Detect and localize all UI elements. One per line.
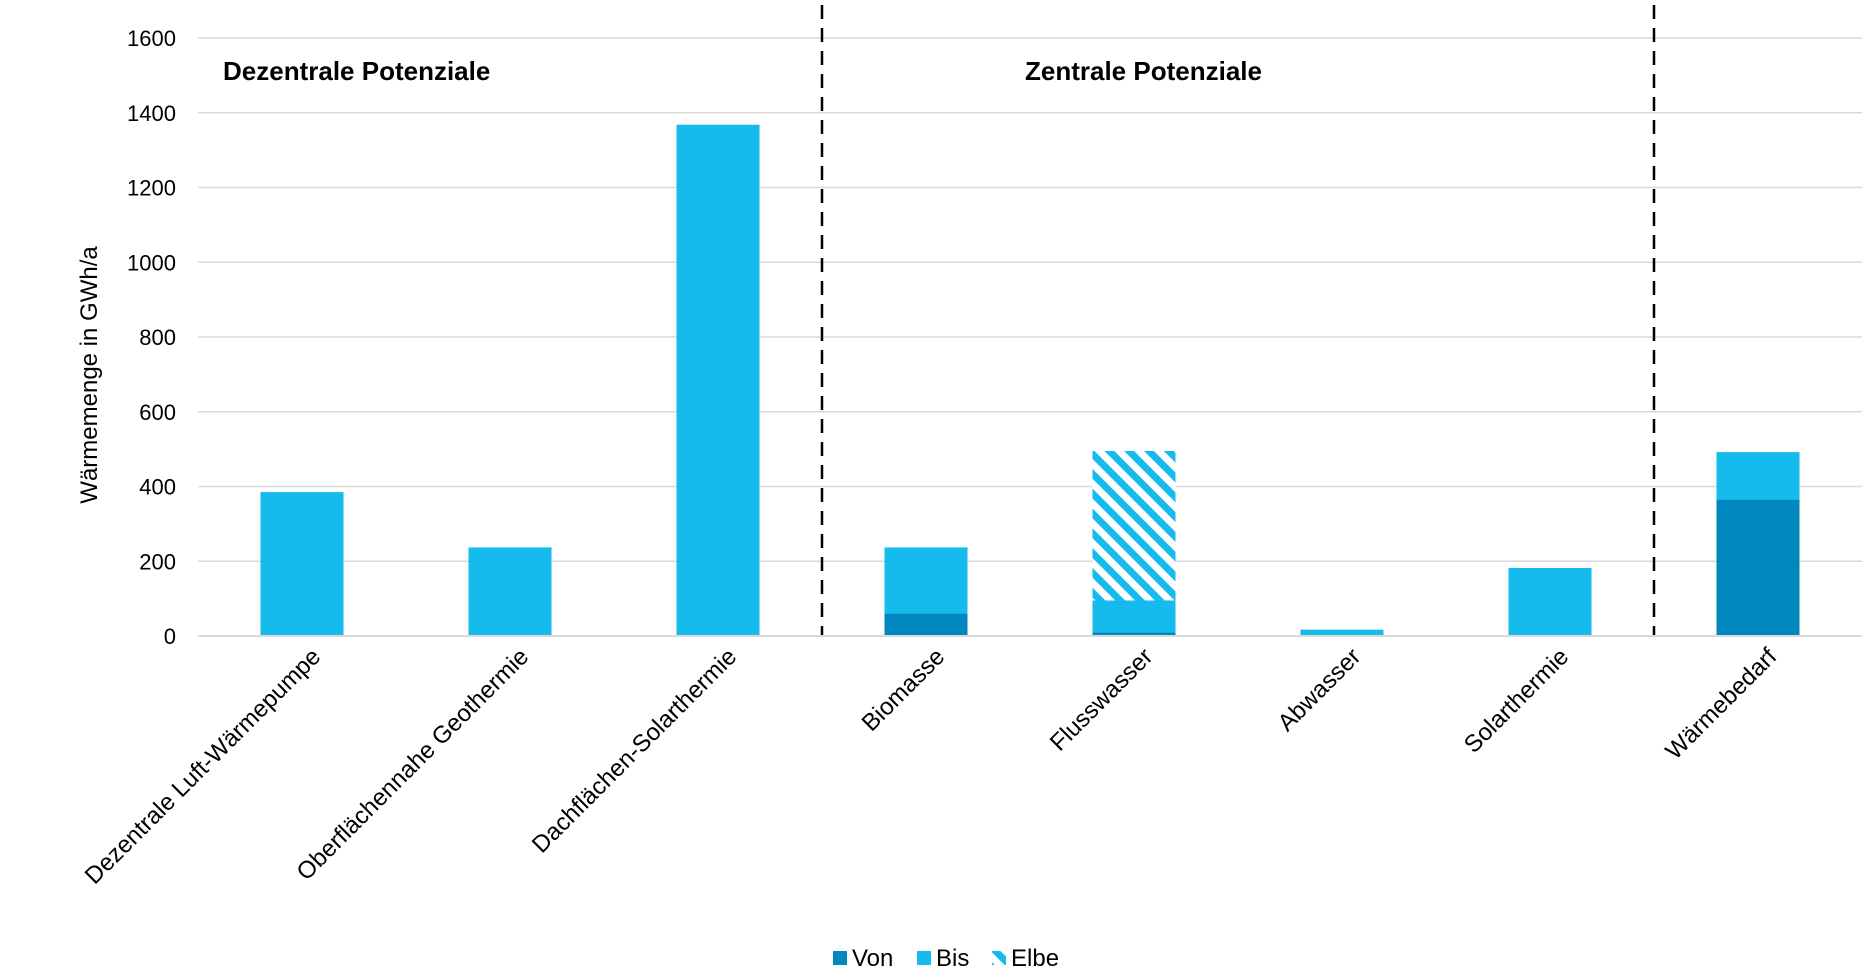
legend-label-von: Von [852,945,893,970]
legend-label-elbe: Elbe [1011,945,1059,970]
category-label: Wärmebedarf [1660,643,1782,765]
group-labels: Dezentrale Potenziale Zentrale Potenziale [223,56,1262,86]
y-tick-label: 1000 [127,250,176,275]
y-tick-label: 200 [139,549,176,574]
bar-bis-5 [1300,629,1384,636]
bar-bis-1 [468,547,552,636]
y-tick-label: 0 [164,624,176,649]
category-label: Solarthermie [1459,643,1574,758]
group-label: Dezentrale Potenziale [223,56,490,86]
bar-bis-3 [884,547,968,614]
category-label: Oberflächennahe Geothermie [292,643,535,886]
y-tick-label: 1600 [127,26,176,51]
legend-swatch-bis [917,951,931,965]
group-label: Zentrale Potenziale [1025,56,1262,86]
category-label: Dachflächen-Solarthermie [527,643,742,858]
y-tick-label: 1400 [127,101,176,126]
y-axis-title: Wärmemenge in GWh/a [76,246,103,504]
y-tick-label: 800 [139,325,176,350]
gridlines [198,37,1862,562]
bar-von-3 [884,613,968,636]
legend-label-bis: Bis [936,945,969,970]
bar-bis-6 [1508,567,1592,636]
category-label: Biomasse [857,643,951,737]
y-tick-label: 1200 [127,176,176,201]
bar-bis-4 [1092,600,1176,633]
group-separators [820,5,1656,636]
bar-bis-2 [676,124,760,637]
legend-swatch-von [833,951,847,965]
y-tick-label: 600 [139,400,176,425]
bar-elbe-4 [1092,450,1176,601]
category-label: Abwasser [1273,643,1367,737]
legend: Von Bis Elbe [833,945,1059,972]
bar-bis-0 [260,492,344,636]
category-label: Dezentrale Luft-Wärmepumpe [80,643,326,889]
bar-von-4 [1092,632,1176,636]
bar-von-7 [1716,499,1800,636]
y-tick-label: 400 [139,475,176,500]
legend-swatch-elbe [992,951,1006,965]
axes: 0 200 400 600 800 1000 1200 1400 1600 Dezentrale … [80,26,1862,890]
bars [260,124,1800,637]
category-label: Flusswasser [1045,643,1158,756]
bar-bis-7 [1716,452,1800,500]
